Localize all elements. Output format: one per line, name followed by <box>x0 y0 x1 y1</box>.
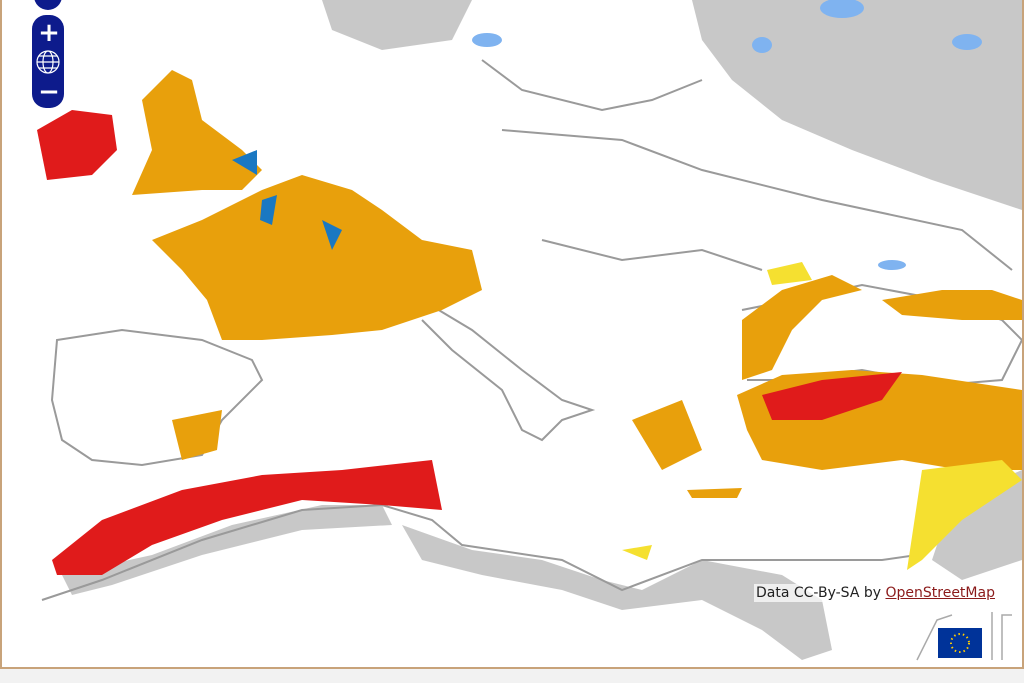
zoom-out-button[interactable]: − <box>38 77 60 107</box>
attribution: Data CC-By-SA by OpenStreetMap <box>754 584 997 602</box>
attribution-text: Data CC-By-SA by <box>756 585 882 601</box>
yellow-areas <box>622 262 1022 570</box>
pan-control[interactable] <box>34 0 62 10</box>
red-areas <box>37 110 902 575</box>
map-frame: + − Data CC-By-SA by OpenStreetMap <box>0 0 1024 669</box>
blue-areas <box>232 150 342 250</box>
attribution-link[interactable]: OpenStreetMap <box>885 585 995 601</box>
map[interactable] <box>2 0 1022 667</box>
globe-icon[interactable] <box>36 50 60 74</box>
eu-logo <box>916 612 1012 661</box>
no-data-areas <box>62 0 1022 660</box>
zoom-in-button[interactable]: + <box>38 18 60 48</box>
lakes <box>472 0 982 270</box>
orange-areas <box>132 70 1022 498</box>
